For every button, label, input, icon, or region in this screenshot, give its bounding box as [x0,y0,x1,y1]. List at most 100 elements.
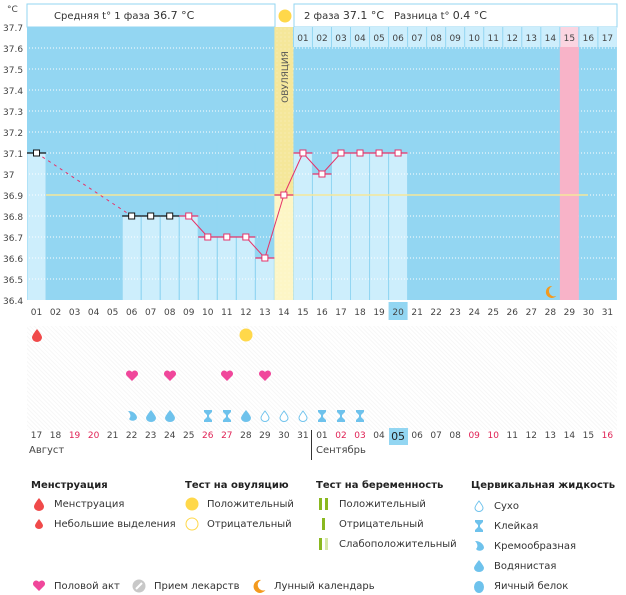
temperature-point [337,149,345,157]
top-day-label: 01 [297,34,308,44]
recorded-day-bar [370,153,389,300]
temperature-line-segment [264,194,285,259]
calendar-date[interactable]: 27 [221,431,233,441]
legend-title-pregnancy-test: Тест на беременность [316,480,444,491]
recorded-day-bar [351,153,370,300]
heart-icon [122,366,141,385]
calendar-date-today[interactable]: 05 [388,428,408,445]
y-tick-label: 36.9 [3,192,23,202]
sun-filled-icon [185,497,199,511]
calendar-date[interactable]: 30 [278,431,290,441]
y-unit-label: °C [7,5,18,15]
recorded-day-bar [198,237,217,300]
legend-cervical-egg-white: Яичный белок [472,579,568,593]
sticky-icon [472,519,486,533]
x-tick-label: 10 [202,308,214,318]
top-day-label: 16 [583,34,595,44]
legend-title-menstruation: Менструация [31,480,108,491]
top-day-label: 14 [545,34,557,44]
top-day-label: 15 [564,34,575,44]
calendar-date[interactable]: 25 [183,431,195,441]
x-tick-label: 04 [88,308,100,318]
legend-label: Прием лекарств [154,580,240,592]
y-tick-label: 36.4 [3,297,23,307]
x-tick-label: 15 [297,308,308,318]
sticky-cervical-icon [217,406,236,425]
calendar-date[interactable]: 02 [335,431,347,441]
calendar-date[interactable]: 29 [259,431,271,441]
dry-drop-icon [472,499,486,513]
calendar-date[interactable]: 06 [411,431,423,441]
x-tick-label: 14 [278,308,290,318]
legend-ovulation-negative: Отрицательный [185,517,292,531]
legend-label: Небольшие выделения [54,518,176,530]
month-divider [311,430,312,460]
recorded-day-bar [217,237,236,300]
heart-icon [255,366,274,385]
bbt-chart: °C Средняя t° 1 фаза 36.7 °C 2 фаза 37.1… [3,3,618,320]
legend-cervical-sticky: Клейкая [472,519,538,533]
legend-label: Клейкая [494,520,539,532]
x-tick-label: 12 [240,308,251,318]
calendar-date[interactable]: 15 [582,431,595,441]
calendar-date[interactable]: 01 [316,431,328,441]
recorded-day-bar [389,153,408,300]
temperature-point [185,212,193,220]
dry-cervical-icon [293,406,312,425]
x-tick-label: 18 [354,308,366,318]
legend-medication: Прием лекарств [132,579,240,593]
calendar-date[interactable]: 24 [163,431,176,441]
calendar-date[interactable]: 28 [240,431,252,441]
legend-label: Менструация [54,498,125,510]
calendar-date[interactable]: 22 [125,431,138,441]
blood-drop-icon [27,326,46,345]
temperature-point [223,233,231,241]
calendar-date[interactable]: 10 [487,431,499,441]
current-day-highlight [388,302,408,320]
temperature-point [394,149,402,157]
x-tick-label: 03 [69,308,80,318]
x-tick-label: 23 [449,308,460,318]
calendar-date[interactable]: 23 [144,431,157,441]
calendar-date[interactable]: 13 [544,431,557,441]
top-day-label: 11 [488,34,499,44]
temperature-point [204,233,212,241]
legend-intercourse: Половой акт [32,579,120,593]
temperature-line-segment [283,152,304,196]
x-tick-label: 28 [545,308,557,318]
temperature-point [166,212,174,220]
calendar-date[interactable]: 08 [449,431,461,441]
calendar-date[interactable]: 18 [49,431,62,441]
ovulation-band-texture [274,27,294,300]
creamy-icon [472,539,486,553]
heart-icon [32,579,46,593]
top-day-label: 09 [449,34,461,44]
calendar-date[interactable]: 26 [202,431,214,441]
calendar-date[interactable]: 17 [30,431,43,441]
calendar-date[interactable]: 21 [106,431,119,441]
calendar-date[interactable]: 20 [87,431,100,441]
ovulation-sun-icon [278,9,292,23]
calendar-date[interactable]: 14 [563,431,576,441]
x-tick-label: 11 [221,308,232,318]
temperature-point [280,191,288,199]
y-tick-label: 37.2 [3,129,23,139]
calendar-date[interactable]: 09 [468,431,480,441]
x-tick-label: 09 [183,308,195,318]
calendar-date[interactable]: 31 [297,431,309,441]
calendar-date[interactable]: 12 [525,431,537,441]
calendar-date[interactable]: 16 [601,431,614,441]
legend-label: Сухо [494,500,519,512]
top-day-label: 10 [468,34,480,44]
x-tick-label: 06 [126,308,138,318]
month-september: Сентябрь [316,445,366,456]
calendar-date[interactable]: 07 [430,431,442,441]
temperature-point [147,212,155,220]
calendar-date[interactable]: 04 [373,431,385,441]
calendar-date[interactable]: 11 [506,431,518,441]
phase2-label: 2 фаза 37.1 °C [304,9,384,22]
calendar-date[interactable]: 19 [68,431,81,441]
legend-title-ovulation-test: Тест на овуляцию [185,480,289,491]
temperature-point [261,254,269,262]
calendar-date[interactable]: 03 [354,431,366,441]
